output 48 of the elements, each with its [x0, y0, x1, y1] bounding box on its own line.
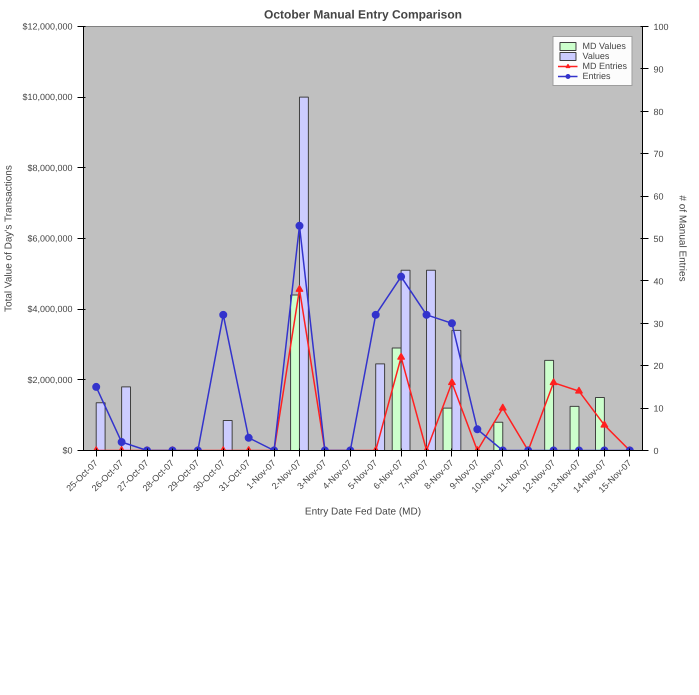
point — [397, 352, 406, 360]
chart-title: October Manual Entry Comparison — [264, 8, 462, 22]
point — [550, 378, 558, 386]
y-tick-label: $2,000,000 — [27, 374, 73, 385]
y-tick-label: $6,000,000 — [27, 234, 73, 244]
y-tick-label: $8,000,000 — [27, 162, 73, 173]
bar — [121, 386, 132, 450]
legend-label: MD Values — [582, 41, 626, 51]
bar — [493, 422, 504, 450]
x-axis-title: Entry Date Fed Date (MD) — [304, 506, 422, 518]
y2-tick-label: 70 — [654, 149, 664, 160]
point — [574, 386, 583, 394]
y-axis-title: Total Value of Day's Transactions — [3, 165, 14, 312]
y2-tick-label: 20 — [654, 361, 664, 372]
y-tick-label: $0 — [62, 446, 73, 456]
bar — [544, 360, 554, 450]
bar — [222, 420, 233, 450]
y2-tick-label: 60 — [654, 192, 664, 202]
y2-tick-label: 50 — [654, 234, 664, 244]
legend-label: Entries — [582, 71, 610, 81]
bar — [570, 406, 580, 450]
point — [295, 284, 304, 292]
y2-tick-label: 40 — [654, 276, 664, 286]
legend-label: Values — [582, 51, 610, 61]
point — [372, 310, 380, 319]
bar — [375, 363, 386, 450]
point — [397, 272, 406, 281]
y2-tick-label: 80 — [654, 106, 664, 117]
point — [448, 378, 456, 386]
point — [422, 310, 431, 319]
y2-axis-title: # of Manual Entries — [676, 195, 688, 282]
point — [600, 420, 608, 428]
legend-label: MD Entries — [582, 61, 627, 71]
point — [498, 404, 507, 411]
point — [219, 310, 228, 319]
y-tick-label: $10,000,000 — [22, 92, 73, 102]
y-tick-label: $4,000,000 — [27, 304, 73, 314]
point — [295, 222, 304, 230]
y2-tick-label: 100 — [654, 22, 669, 32]
y2-tick-label: 10 — [654, 404, 664, 414]
point — [448, 319, 456, 328]
y2-tick-label: 90 — [654, 64, 664, 74]
point — [92, 382, 100, 391]
y2-tick-label: 0 — [654, 446, 659, 456]
bar — [426, 270, 436, 450]
y-tick-label: $12,000,000 — [22, 22, 73, 32]
y2-tick-label: 30 — [654, 318, 664, 329]
bar — [96, 402, 106, 450]
